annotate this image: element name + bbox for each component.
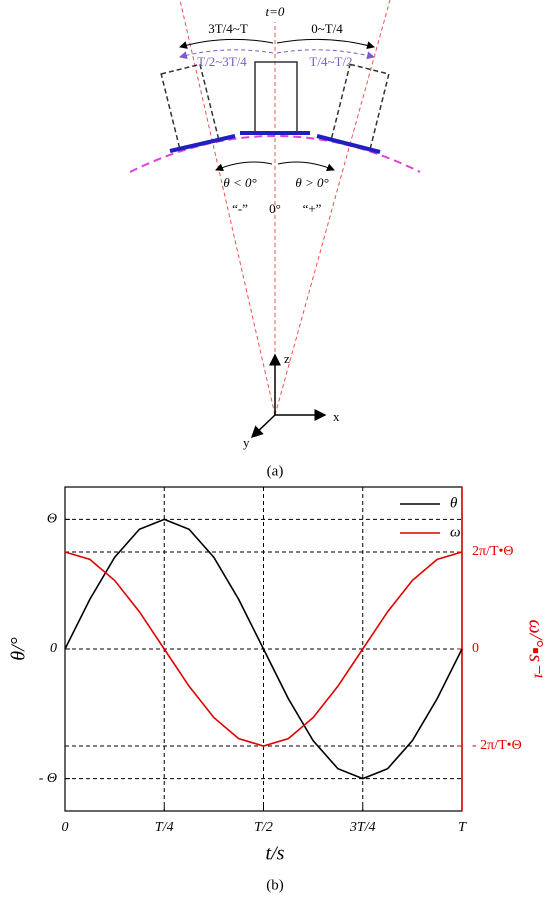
label: 0° bbox=[269, 201, 281, 216]
segment bbox=[316, 134, 381, 154]
label: y bbox=[243, 435, 250, 450]
label: 0~T/4 bbox=[311, 21, 343, 36]
y-tick-label: - Θ bbox=[39, 771, 57, 786]
arrow bbox=[276, 38, 375, 50]
x-tick-label: T/4 bbox=[155, 820, 174, 835]
arrow bbox=[179, 38, 274, 49]
label: “+” bbox=[303, 201, 322, 216]
x-tick-label: T bbox=[458, 820, 467, 835]
panel-a: t=0 3T/4~T 0~T/4 T/2~3T/4 T/4~T/2 θ < 0°… bbox=[129, 0, 421, 479]
y-tick-label: 0 bbox=[50, 641, 57, 656]
y2-tick-label: 0 bbox=[472, 641, 479, 656]
label: “-” bbox=[232, 201, 248, 216]
ray bbox=[179, 0, 276, 416]
x-tick-label: T/2 bbox=[254, 820, 273, 835]
segment bbox=[169, 134, 236, 153]
arrow bbox=[276, 49, 375, 60]
caption: (b) bbox=[266, 877, 284, 893]
arrow bbox=[277, 161, 335, 172]
label: T/2~3T/4 bbox=[197, 54, 247, 69]
block-right bbox=[330, 63, 390, 151]
block bbox=[254, 61, 298, 134]
block-left bbox=[160, 63, 220, 151]
series-line bbox=[64, 518, 463, 780]
y2-axis-label: ω/°▪s⁻¹ bbox=[524, 619, 546, 678]
y2-tick-label: - 2π/T•Θ bbox=[472, 738, 522, 753]
label: 3T/4~T bbox=[208, 21, 248, 36]
label: z bbox=[284, 351, 290, 366]
label: x bbox=[333, 409, 340, 424]
caption: (a) bbox=[267, 463, 284, 479]
y-tick-label: Θ bbox=[47, 512, 57, 527]
legend-label: ω bbox=[450, 524, 461, 540]
x-axis-label: t/s bbox=[266, 843, 285, 865]
label: θ > 0° bbox=[295, 175, 328, 190]
legend-label: θ bbox=[450, 495, 458, 511]
x-tick-label: 0 bbox=[62, 820, 69, 835]
y-axis-label: θ/° bbox=[8, 637, 30, 660]
label: t=0 bbox=[266, 4, 285, 19]
x-tick-label: 3T/4 bbox=[349, 820, 376, 835]
y2-tick-label: 2π/T•Θ bbox=[472, 544, 514, 559]
ray bbox=[274, 0, 391, 416]
arrow bbox=[179, 49, 274, 60]
arrow bbox=[215, 161, 273, 172]
series-line bbox=[64, 551, 463, 747]
axis-arrow bbox=[250, 414, 276, 439]
label: θ < 0° bbox=[223, 175, 256, 190]
label: T/4~T/2 bbox=[309, 54, 352, 69]
arc bbox=[129, 135, 421, 173]
